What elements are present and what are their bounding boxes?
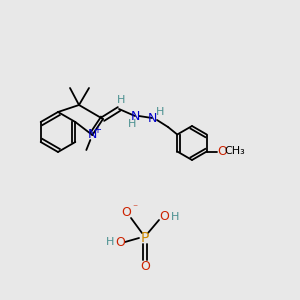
Text: H: H — [128, 119, 136, 129]
Text: ⁻: ⁻ — [132, 203, 138, 213]
Text: H: H — [117, 95, 125, 105]
Text: +: + — [93, 125, 101, 135]
Text: O: O — [217, 145, 227, 158]
Text: N: N — [88, 128, 97, 142]
Text: H: H — [171, 212, 179, 222]
Text: P: P — [141, 231, 149, 245]
Text: CH₃: CH₃ — [224, 146, 245, 157]
Text: H: H — [106, 237, 114, 247]
Text: O: O — [121, 206, 131, 218]
Text: N: N — [130, 110, 140, 122]
Text: O: O — [159, 211, 169, 224]
Text: N: N — [147, 112, 157, 124]
Text: O: O — [115, 236, 125, 248]
Text: O: O — [140, 260, 150, 274]
Text: H: H — [156, 107, 164, 117]
